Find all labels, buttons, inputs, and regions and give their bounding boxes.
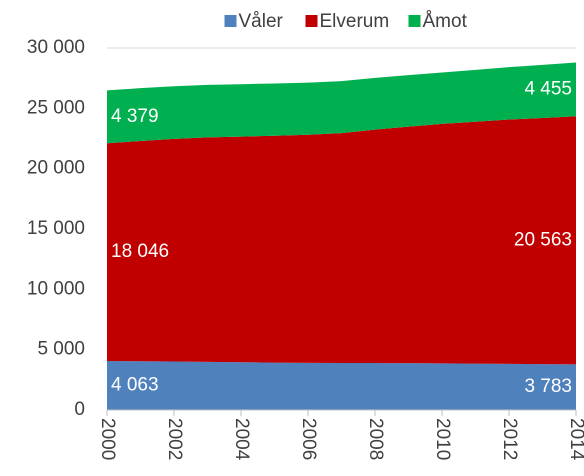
y-tick-label: 10 000 <box>27 278 85 299</box>
y-tick-label: 15 000 <box>27 218 85 239</box>
legend-swatch <box>224 15 237 27</box>
x-tick-label: 2002 <box>164 418 185 460</box>
x-tick-label: 2000 <box>97 418 118 460</box>
y-tick-label: 0 <box>74 399 85 420</box>
data-label: 4 063 <box>111 375 159 396</box>
y-tick-label: 20 000 <box>27 158 85 179</box>
legend-label: Elverum <box>320 11 390 32</box>
area <box>107 116 576 365</box>
data-label: 4 379 <box>111 106 159 127</box>
area <box>107 62 576 144</box>
data-label: 20 563 <box>514 229 572 250</box>
y-tick-label: 25 000 <box>27 97 85 118</box>
data-label: 4 455 <box>524 78 572 99</box>
legend-swatch <box>408 15 421 27</box>
y-tick-label: 5 000 <box>37 339 85 360</box>
data-label: 18 046 <box>111 241 169 262</box>
x-tick-label: 2014 <box>566 418 584 461</box>
area <box>107 360 576 410</box>
y-tick-label: 30 000 <box>27 37 85 58</box>
legend-label: Åmot <box>423 11 468 32</box>
legend-label: Våler <box>239 11 284 32</box>
legend-swatch <box>305 15 318 27</box>
x-tick-label: 2010 <box>432 418 453 460</box>
x-tick-label: 2008 <box>365 418 386 460</box>
x-tick-label: 2012 <box>499 418 520 460</box>
x-tick-label: 2004 <box>231 418 252 461</box>
data-label: 3 783 <box>524 376 572 397</box>
x-tick-label: 2006 <box>298 418 319 460</box>
